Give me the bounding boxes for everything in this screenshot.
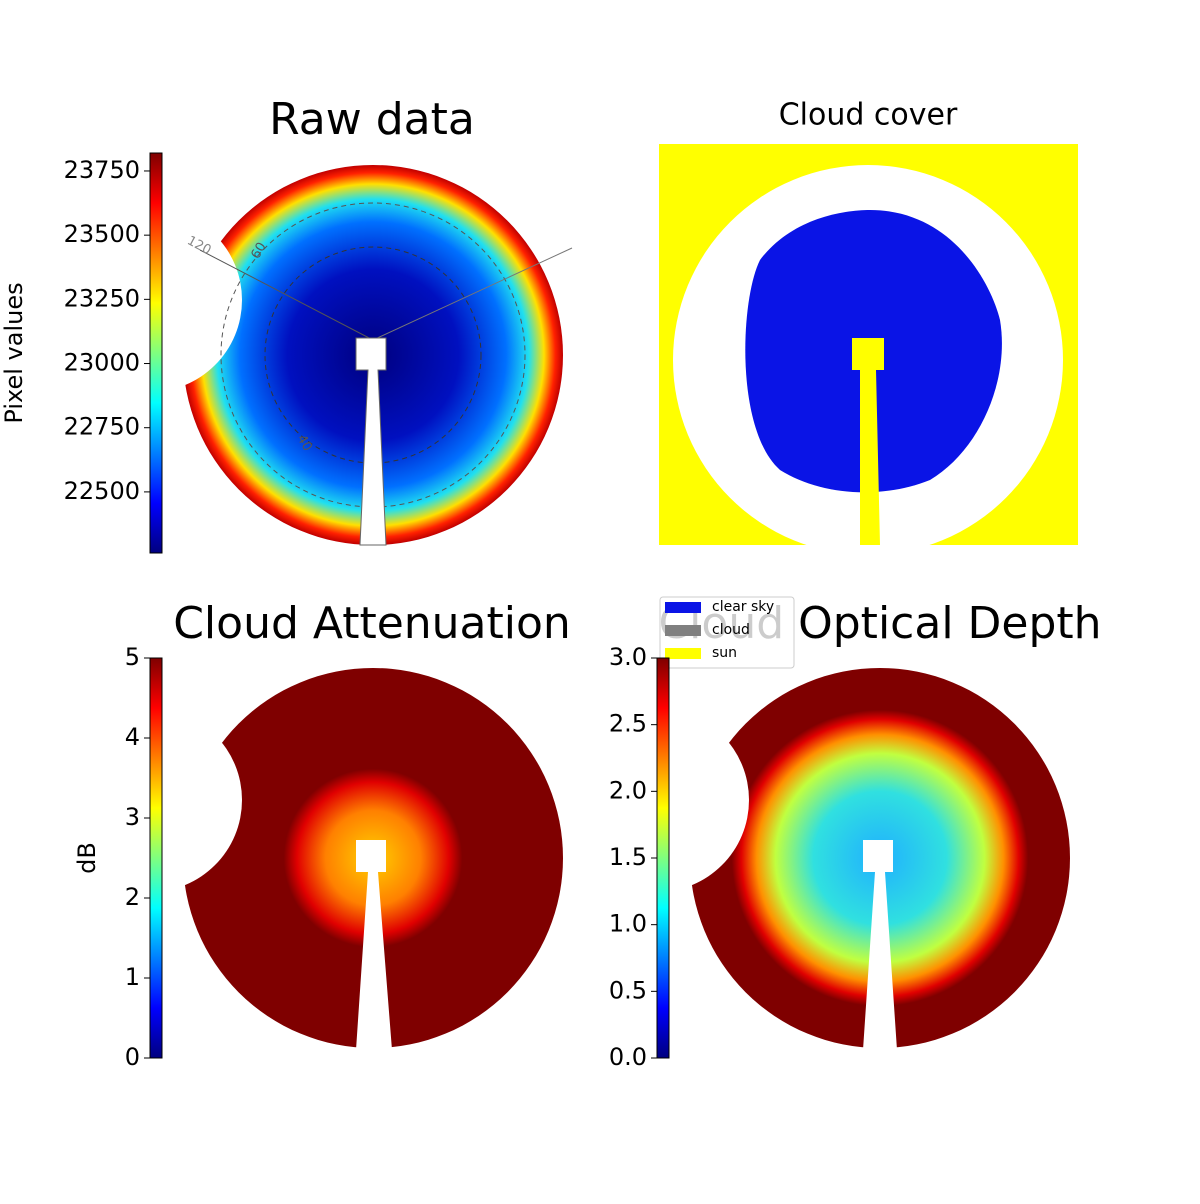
colorbar xyxy=(656,657,670,1059)
tick-label: 4 xyxy=(125,723,140,751)
legend-label: cloud xyxy=(712,622,750,638)
raw-image xyxy=(58,165,573,546)
colorbar xyxy=(149,657,163,1059)
tick-label: 23000 xyxy=(64,349,140,377)
tick-label: 23750 xyxy=(64,156,140,184)
optical-depth-image xyxy=(565,668,1070,1050)
cloud-cover-image xyxy=(650,144,1090,570)
tick-label: 5 xyxy=(125,643,140,671)
legend-label: sun xyxy=(712,645,737,661)
tick-label: 1.5 xyxy=(609,843,647,871)
colorbar xyxy=(149,152,163,554)
tick-label: 22500 xyxy=(64,477,140,505)
tick-label: 2.5 xyxy=(609,710,647,738)
legend-swatch xyxy=(665,648,701,659)
colorbar-label: Pixel values xyxy=(0,282,28,423)
legend: clear sky cloud sun xyxy=(659,596,795,669)
tick-label: 3.0 xyxy=(609,643,647,671)
tick-label: 1 xyxy=(125,963,140,991)
panel-title: Raw data xyxy=(269,94,475,145)
tick-label: 0.0 xyxy=(609,1043,647,1071)
tick-label: 2 xyxy=(125,883,140,911)
legend-swatch xyxy=(665,625,701,636)
panel-title: Cloud cover xyxy=(779,98,958,133)
tick-label: 2.0 xyxy=(609,776,647,804)
panel-title: Cloud Attenuation xyxy=(173,598,571,649)
colorbar-label: dB xyxy=(73,842,101,874)
tick-label: 0.5 xyxy=(609,976,647,1004)
polar-label: 40 xyxy=(294,432,315,454)
tick-label: 0 xyxy=(125,1043,140,1071)
tick-label: 1.0 xyxy=(609,910,647,938)
polar-label: 60 xyxy=(249,240,270,262)
tick-label: 23500 xyxy=(64,220,140,248)
tick-label: 22750 xyxy=(64,413,140,441)
legend-swatch xyxy=(665,602,701,613)
legend-label: clear sky xyxy=(712,599,774,615)
tick-label: 23250 xyxy=(64,284,140,312)
tick-label: 3 xyxy=(125,803,140,831)
